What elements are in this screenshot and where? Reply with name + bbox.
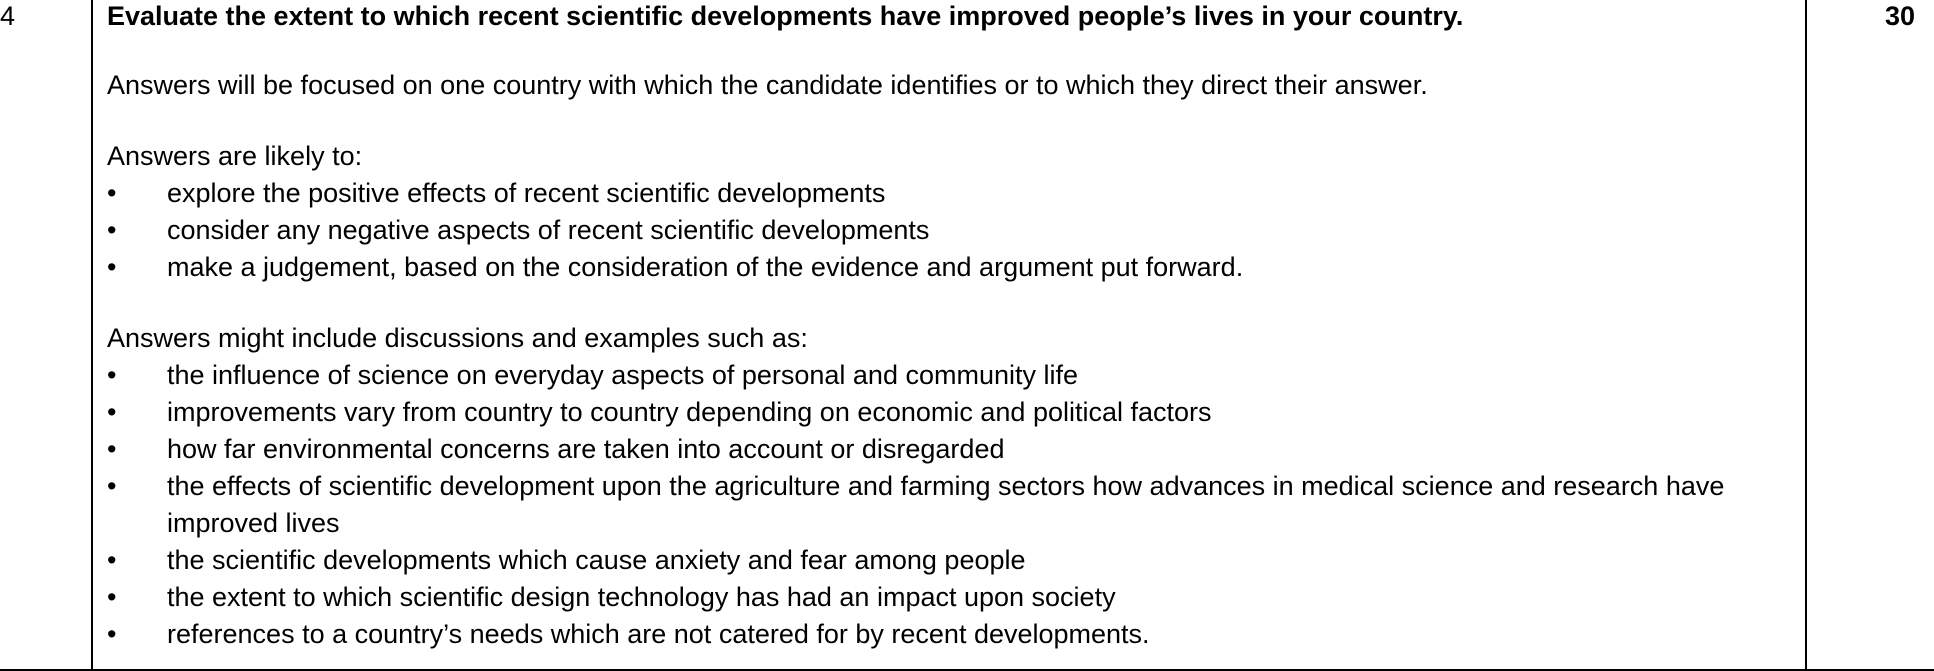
row-divider-bottom	[0, 669, 1934, 671]
bullet-icon: •	[107, 178, 117, 208]
bullet-icon: •	[107, 252, 117, 282]
bullet-icon: •	[107, 215, 117, 245]
list-item: • references to a country’s needs which a…	[107, 616, 1797, 653]
column-divider-right	[1805, 0, 1807, 671]
list-item: • the scientific developments which cause…	[107, 542, 1797, 579]
bullet-icon: •	[107, 582, 117, 612]
bullet-icon: •	[107, 619, 117, 649]
list-item: • consider any negative aspects of recent…	[107, 212, 1797, 249]
bullet-icon: •	[107, 471, 117, 501]
bullet-icon: •	[107, 360, 117, 390]
likely-list: • explore the positive effects of recent …	[107, 175, 1797, 286]
list-item: • the extent to which scientific design t…	[107, 579, 1797, 616]
examples-list: • the influence of science on everyday as…	[107, 357, 1797, 653]
list-item: • improvements vary from country to count…	[107, 394, 1797, 431]
bullet-icon: •	[107, 545, 117, 575]
list-item: • make a judgement, based on the consider…	[107, 249, 1797, 286]
list-item: • how far environmental concerns are take…	[107, 431, 1797, 468]
list-item: • explore the positive effects of recent …	[107, 175, 1797, 212]
examples-heading: Answers might include discussions and ex…	[107, 323, 808, 353]
likely-heading: Answers are likely to:	[107, 141, 363, 171]
answer-guidance: Evaluate the extent to which recent scie…	[107, 0, 1797, 653]
list-item: • the influence of science on everyday as…	[107, 357, 1797, 394]
bullet-icon: •	[107, 397, 117, 427]
intro-text: Answers will be focused on one country w…	[107, 70, 1428, 100]
column-divider-left	[91, 0, 93, 671]
bullet-icon: •	[107, 434, 117, 464]
marks-value: 30	[1884, 1, 1915, 31]
question-text: Evaluate the extent to which recent scie…	[107, 1, 1464, 31]
question-number: 4	[0, 1, 16, 31]
list-item: • the effects of scientific development u…	[107, 468, 1797, 542]
